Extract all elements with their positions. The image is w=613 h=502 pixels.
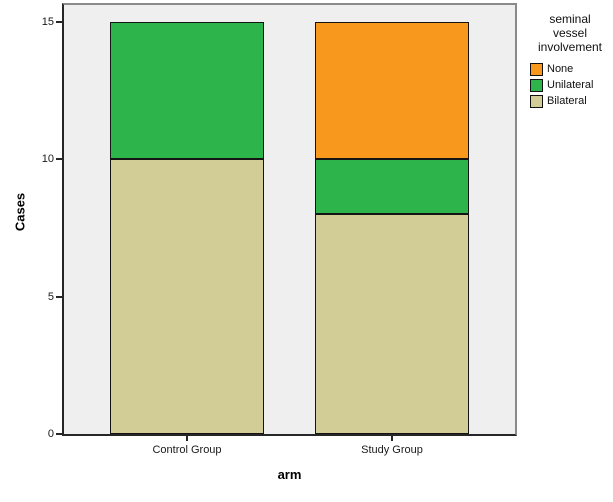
y-tick [56,295,62,298]
x-category-label: Study Group [361,444,423,456]
bar-segment-bilateral [110,159,264,434]
y-tick-label: 15 [41,16,54,28]
y-tick [56,21,62,23]
x-tick [186,436,188,441]
y-tick-label: 5 [47,290,54,303]
y-tick [56,158,62,161]
x-tick [391,436,393,441]
legend-entry-label: None [547,63,574,75]
legend-title: seminal vessel involvement [527,12,613,54]
y-axis-title: Cases [12,192,28,232]
legend-swatch [530,95,543,108]
legend-entry-label: Unilateral [547,79,594,91]
plot-area: 0 5 10 15 Control Group Study Group [42,3,517,456]
legend-title-line: seminal [549,12,591,26]
y-tick-label: 10 [41,153,54,166]
legend-entry-label: Bilateral [547,95,587,107]
legend-entries: None Unilateral Bilateral [527,63,613,108]
legend-title-line: vessel [552,26,587,40]
bar-segment-none [315,22,469,160]
legend-swatch [530,63,543,76]
legend-title-line: involvement [537,40,603,54]
legend-swatch [530,79,543,92]
x-category-label: Control Group [152,444,222,456]
bar-segment-unilateral [315,159,469,215]
x-axis-title: arm [277,467,302,482]
y-tick-label: 0 [47,428,54,440]
legend: seminal vessel involvement None Unilatera… [527,12,613,111]
bar-segment-unilateral [110,22,264,160]
legend-entry: Bilateral [530,95,613,108]
legend-entry: None [530,63,613,76]
legend-entry: Unilateral [530,79,613,92]
y-tick [56,433,62,435]
bar-segment-bilateral [315,214,469,434]
